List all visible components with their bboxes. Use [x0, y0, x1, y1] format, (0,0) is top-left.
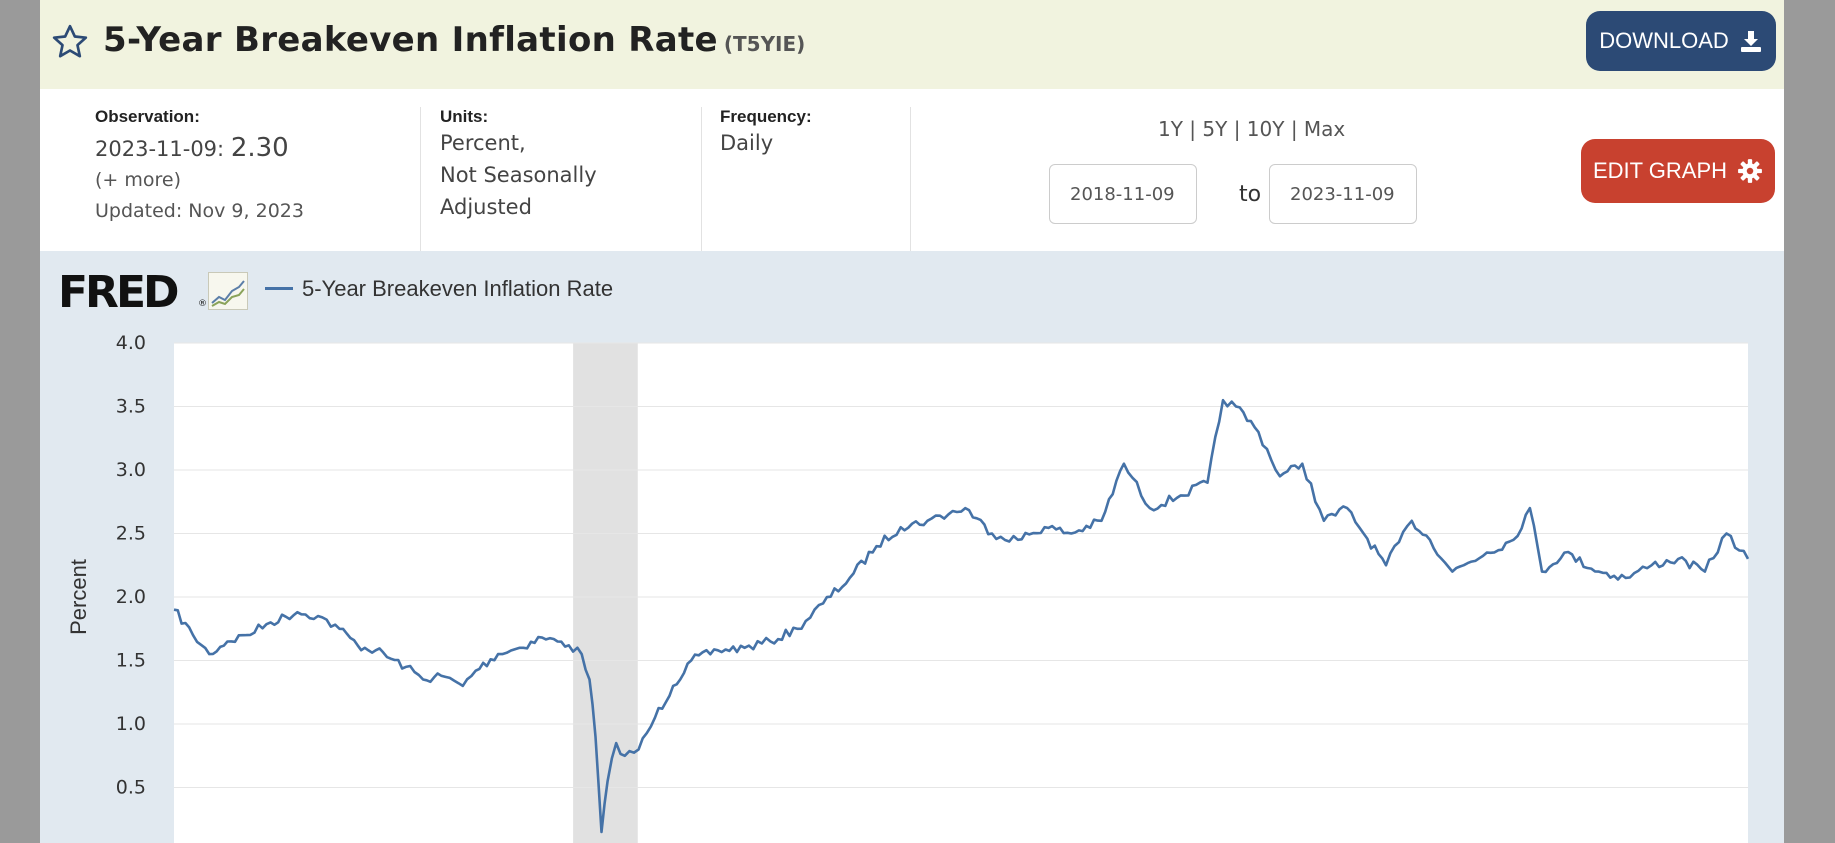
- start-date-input[interactable]: [1049, 164, 1197, 224]
- y-tick-label: 2.0: [116, 586, 146, 608]
- units-line-1: Percent,: [440, 131, 526, 155]
- frequency-block: Frequency: Daily: [720, 107, 812, 159]
- plot-background: [174, 343, 1748, 843]
- chart: 0.5 1.0 1.5 2.0 2.5 3.0 3.5 4.0 Percent: [66, 332, 1750, 843]
- y-tick-label: 1.0: [116, 713, 146, 735]
- observation-date: 2023-11-09: [95, 137, 218, 161]
- series-title: 5-Year Breakeven Inflation Rate: [103, 20, 718, 60]
- divider: [701, 107, 702, 252]
- y-axis-label: Percent: [66, 559, 91, 635]
- y-tick-label: 1.5: [116, 650, 146, 672]
- divider: [420, 107, 421, 252]
- to-label: to: [1239, 182, 1262, 207]
- more-link[interactable]: (+ more): [95, 169, 182, 191]
- observation-label: Observation:: [95, 107, 200, 126]
- download-label: DOWNLOAD: [1599, 28, 1729, 53]
- observation-value: 2.30: [230, 133, 289, 163]
- edit-graph-label: EDIT GRAPH: [1592, 158, 1728, 183]
- fred-logo-reg: ®: [198, 299, 207, 309]
- series-header: 5-Year Breakeven Inflation Rate (T5YIE) D…: [40, 0, 1784, 89]
- fred-chart-icon: [208, 272, 248, 310]
- download-button[interactable]: DOWNLOAD: [1586, 11, 1776, 71]
- gear-icon: [1738, 159, 1762, 183]
- y-tick-label: 0.5: [116, 777, 146, 799]
- graph-panel: 0.5 1.0 1.5 2.0 2.5 3.0 3.5 4.0 Percent FRED ® 5…: [40, 251, 1784, 843]
- recession-shading: [573, 343, 638, 843]
- legend-label: 5-Year Breakeven Inflation Rate: [302, 276, 614, 301]
- units-block: Units: Percent, Not Seasonally Adjusted: [440, 107, 597, 223]
- frequency-label: Frequency:: [720, 107, 812, 126]
- observation-block: Observation: 2023-11-09: 2.30 (+ more) U…: [95, 107, 304, 227]
- series-id: (T5YIE): [723, 32, 806, 56]
- divider: [910, 107, 911, 252]
- download-icon: [1740, 31, 1761, 52]
- units-label: Units:: [440, 107, 489, 126]
- y-tick-label: 4.0: [116, 332, 146, 354]
- y-tick-label: 2.5: [116, 523, 146, 545]
- end-date-input[interactable]: [1269, 164, 1417, 224]
- observation-line: 2023-11-09: 2.30: [95, 133, 289, 163]
- updated-text: Updated: Nov 9, 2023: [95, 200, 304, 222]
- page-title: 5-Year Breakeven Inflation Rate (T5YIE): [103, 20, 805, 60]
- units-line-3: Adjusted: [440, 195, 532, 219]
- y-tick-label: 3.0: [116, 459, 146, 481]
- range-shortcuts[interactable]: 1Y | 5Y | 10Y | Max: [1158, 117, 1346, 141]
- series-line: [173, 398, 1750, 834]
- series-meta: Observation: 2023-11-09: 2.30 (+ more) U…: [40, 89, 1784, 252]
- y-tick-label: 3.5: [116, 396, 146, 418]
- edit-graph-button[interactable]: EDIT GRAPH: [1581, 139, 1775, 203]
- star-icon[interactable]: [50, 22, 90, 62]
- legend-swatch: [265, 287, 293, 290]
- fred-logo: FRED: [58, 267, 180, 318]
- fred-window: 5-Year Breakeven Inflation Rate (T5YIE) D…: [40, 0, 1784, 843]
- frequency-value: Daily: [720, 131, 774, 155]
- units-line-2: Not Seasonally: [440, 163, 597, 187]
